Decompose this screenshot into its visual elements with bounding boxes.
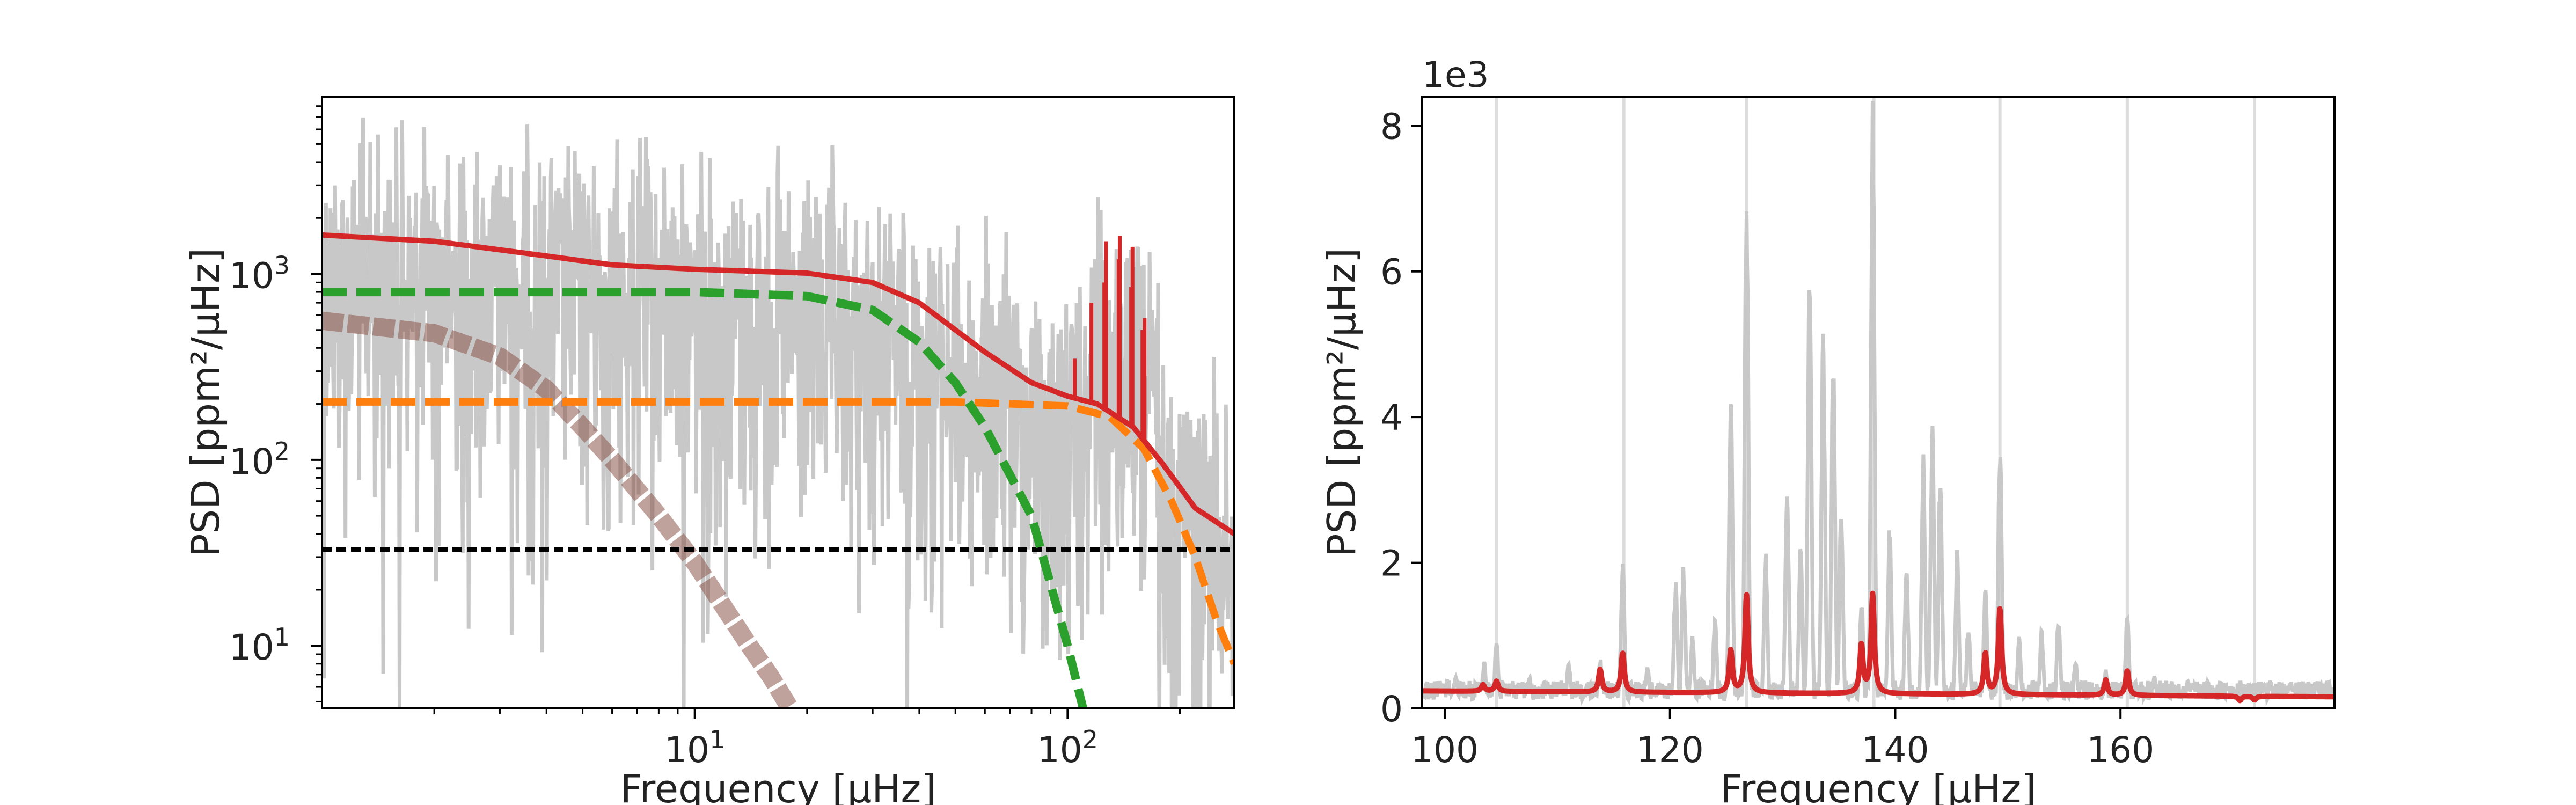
y-tick-label: 0	[1380, 689, 1403, 730]
observed-spectrum-line	[322, 117, 1234, 708]
right-axes-frame	[1421, 96, 2336, 709]
background-component-green-line	[322, 288, 1087, 708]
left-psd-loglog-panel: 101 102 101 102 103 Frequency [μHz] PSD [ppm…	[183, 96, 1235, 805]
right-y-axis-label: PSD [ppm²/μHz]	[1319, 248, 1364, 557]
y-tick-label: 8	[1380, 106, 1403, 147]
left-y-axis-label: PSD [ppm²/μHz]	[183, 248, 228, 557]
y-tick-label: 6	[1380, 252, 1403, 293]
left-plot-data	[322, 117, 1234, 708]
x-tick-label: 120	[1636, 729, 1704, 771]
left-x-axis-label: Frequency [μHz]	[620, 766, 936, 805]
x-tick-label: 140	[1861, 729, 1929, 771]
left-axes-frame	[321, 96, 1235, 709]
right-axis-ticks: 100 120 140 160 0 2 4 6 8	[1380, 106, 2154, 771]
right-y-offset-text: 1e3	[1422, 54, 1489, 96]
y-tick-label: 2	[1380, 543, 1403, 584]
x-tick-label: 102	[1037, 725, 1098, 771]
model-total-line	[322, 232, 1234, 536]
y-tick-label: 103	[229, 251, 290, 297]
y-tick-label: 102	[229, 437, 290, 482]
background-component-orange-line	[322, 398, 1234, 665]
y-tick-label: 101	[229, 623, 290, 668]
right-plot-data	[1422, 97, 2334, 708]
x-tick-label: 160	[2087, 729, 2154, 771]
right-plot-area	[1422, 97, 2334, 708]
y-tick-label: 4	[1380, 397, 1403, 438]
right-psd-zoom-panel: 100 120 140 160 0 2 4 6 8 1e3 Frequency [μHz] PS…	[1319, 54, 2336, 805]
right-x-axis-label: Frequency [μHz]	[1721, 766, 2037, 805]
model-fit-zoom-line	[1422, 590, 2334, 704]
x-tick-label: 100	[1411, 729, 1479, 771]
left-axis-ticks: 101 102 101 102 103	[229, 105, 1181, 771]
x-tick-label: 101	[664, 725, 725, 771]
granulation-component-line	[322, 311, 798, 708]
